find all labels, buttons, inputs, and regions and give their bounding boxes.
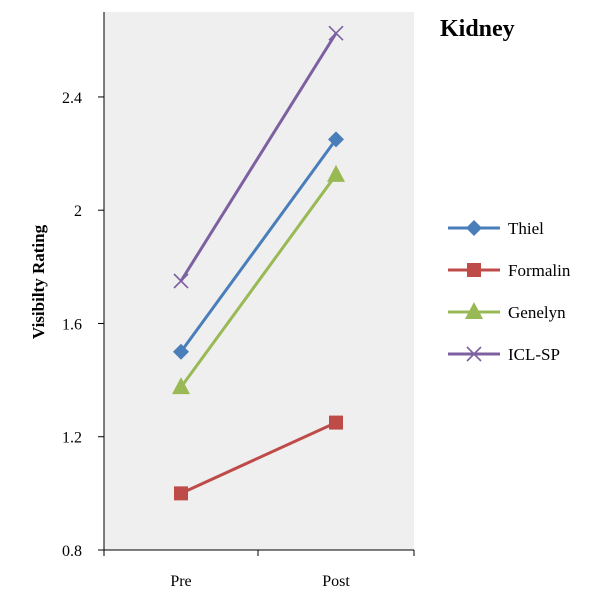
- y-tick-label: 2.4: [62, 90, 82, 107]
- y-axis-title: Visibilty Rating: [29, 224, 48, 339]
- data-point-genelyn: [327, 164, 345, 182]
- x-ticks: Pre Post: [103, 550, 415, 590]
- legend-item-formalin: Formalin: [448, 261, 571, 280]
- legend-label: Genelyn: [508, 303, 566, 322]
- series-line-formalin: [180, 421, 337, 495]
- data-point-thiel: [328, 131, 344, 148]
- y-tick-label: 1.6: [62, 316, 82, 333]
- legend-marker: [466, 220, 482, 236]
- legend-item-icl-sp: ICL-SP: [448, 345, 560, 364]
- legend-item-thiel: Thiel: [448, 219, 544, 238]
- series-formalin: [174, 415, 343, 501]
- legend-label: ICL-SP: [508, 345, 560, 364]
- series-line-thiel: [179, 138, 338, 353]
- y-ticks: 0.8 1.2 1.6 2 2.4: [62, 90, 104, 560]
- data-point-formalin: [174, 486, 188, 501]
- data-point-genelyn: [172, 377, 190, 395]
- series-icl-sp: [173, 25, 344, 289]
- data-point-formalin: [329, 415, 343, 430]
- y-tick-label: 1.2: [62, 430, 82, 447]
- legend: Thiel Formalin Genelyn ICL-SP: [448, 219, 571, 364]
- y-tick-label: 2: [74, 203, 82, 220]
- series-line-icl-sp: [179, 32, 338, 282]
- data-point-icl-sp: [328, 25, 344, 41]
- legend-marker: [466, 346, 482, 362]
- series-line-genelyn: [179, 173, 338, 389]
- x-tick-label: Pre: [170, 573, 191, 590]
- series-genelyn: [172, 164, 345, 395]
- legend-label: Formalin: [508, 261, 571, 280]
- series-layer: [172, 25, 345, 501]
- data-point-icl-sp: [173, 273, 189, 289]
- series-thiel: [173, 131, 344, 360]
- legend-item-genelyn: Genelyn: [448, 302, 566, 322]
- legend-label: Thiel: [508, 219, 544, 238]
- y-tick-label: 0.8: [62, 543, 82, 560]
- legend-marker: [465, 302, 483, 319]
- chart-title: Kidney: [440, 16, 515, 42]
- x-tick-label: Post: [322, 573, 350, 590]
- data-point-thiel: [173, 343, 189, 360]
- legend-marker: [467, 263, 481, 277]
